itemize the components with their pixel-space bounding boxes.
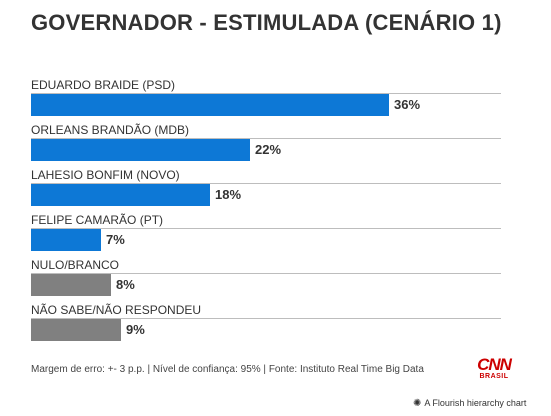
category-label: LAHESIO BONFIM (NOVO) xyxy=(31,168,501,184)
bar-row: FELIPE CAMARÃO (PT) 7% xyxy=(31,213,521,255)
bar-row: NULO/BRANCO 8% xyxy=(31,258,521,300)
bar xyxy=(31,319,121,341)
chart-title: GOVERNADOR - ESTIMULADA (CENÁRIO 1) xyxy=(31,10,502,35)
logo-sub-text: BRASIL xyxy=(479,373,509,380)
bar-row: ORLEANS BRANDÃO (MDB) 22% xyxy=(31,123,521,165)
asterisk-icon: ✺ xyxy=(413,398,422,409)
bar-row: EDUARDO BRAIDE (PSD) 36% xyxy=(31,78,521,120)
value-label: 8% xyxy=(116,277,135,292)
value-label: 7% xyxy=(106,232,125,247)
category-label: NULO/BRANCO xyxy=(31,258,501,274)
value-label: 22% xyxy=(255,142,282,157)
bar xyxy=(31,139,250,161)
value-label: 18% xyxy=(215,187,242,202)
bar-chart: EDUARDO BRAIDE (PSD) 36% ORLEANS BRANDÃO (… xyxy=(31,78,521,348)
bar xyxy=(31,229,101,251)
bar-row: NÃO SABE/NÃO RESPONDEU 9% xyxy=(31,303,521,345)
category-label: NÃO SABE/NÃO RESPONDEU xyxy=(31,303,501,319)
category-label: FELIPE CAMARÃO (PT) xyxy=(31,213,501,229)
bar-row: LAHESIO BONFIM (NOVO) 18% xyxy=(31,168,521,210)
value-label: 9% xyxy=(126,322,145,337)
bar xyxy=(31,184,210,206)
value-label: 36% xyxy=(394,97,421,112)
source-footnote: Margem de erro: +- 3 p.p. | Nível de con… xyxy=(31,364,424,375)
category-label: ORLEANS BRANDÃO (MDB) xyxy=(31,123,501,139)
logo-main-text: CNN xyxy=(477,355,512,374)
bar xyxy=(31,94,389,116)
bar xyxy=(31,274,111,296)
flourish-credit-text: A Flourish hierarchy chart xyxy=(424,398,527,408)
category-label: EDUARDO BRAIDE (PSD) xyxy=(31,78,501,94)
flourish-credit-link[interactable]: ✺ A Flourish hierarchy chart xyxy=(413,398,526,409)
cnn-brasil-logo: CNN BRASIL xyxy=(476,356,512,382)
